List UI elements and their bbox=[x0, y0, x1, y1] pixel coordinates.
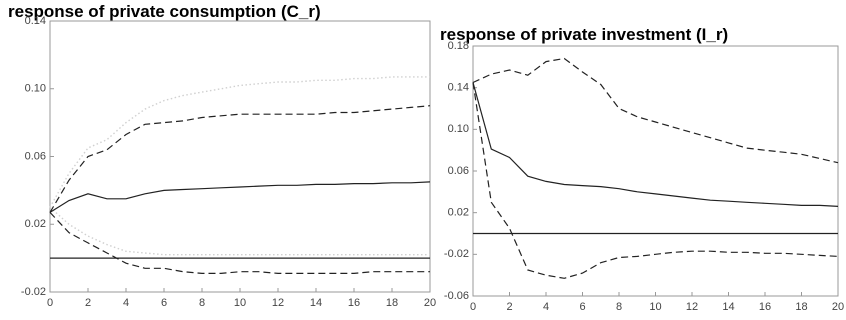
x-tick-label: 14 bbox=[722, 301, 734, 313]
x-tick-label: 16 bbox=[759, 301, 771, 313]
series-line bbox=[49, 206, 430, 256]
x-tick-label: 20 bbox=[832, 301, 844, 313]
y-tick-label: 0.06 bbox=[25, 150, 46, 162]
x-tick-label: 2 bbox=[85, 297, 91, 309]
x-tick-label: 16 bbox=[348, 297, 360, 309]
series-line bbox=[472, 82, 839, 207]
series-line bbox=[472, 57, 839, 164]
y-tick-label: 0.10 bbox=[25, 83, 46, 95]
y-tick-label: 0.14 bbox=[448, 82, 469, 94]
y-tick-label: -0.02 bbox=[444, 248, 469, 260]
y-tick-label: 0.18 bbox=[448, 40, 469, 52]
y-tick-label: 0.02 bbox=[25, 218, 46, 230]
series-line bbox=[472, 82, 839, 279]
series-line bbox=[49, 211, 430, 274]
x-tick-label: 20 bbox=[424, 297, 436, 309]
plot-frame bbox=[49, 20, 431, 293]
series-line bbox=[49, 76, 430, 208]
x-tick-label: 6 bbox=[579, 301, 585, 313]
x-tick-label: 0 bbox=[47, 297, 53, 309]
x-tick-label: 8 bbox=[616, 301, 622, 313]
y-tick-label: 0.14 bbox=[25, 15, 46, 27]
y-tick-label: 0.02 bbox=[448, 207, 469, 219]
chart-title: response of private investment (I_r) bbox=[440, 25, 728, 44]
x-tick-label: 6 bbox=[161, 297, 167, 309]
plot-frame bbox=[472, 45, 839, 297]
x-tick-label: 10 bbox=[649, 301, 661, 313]
y-tick-label: 0.10 bbox=[448, 123, 469, 135]
series-line bbox=[49, 181, 431, 213]
y-tick-label: -0.02 bbox=[21, 286, 46, 298]
x-tick-label: 10 bbox=[234, 297, 246, 309]
x-tick-label: 8 bbox=[199, 297, 205, 309]
x-tick-label: 4 bbox=[123, 297, 129, 309]
y-tick-label: -0.06 bbox=[444, 290, 469, 302]
series-line bbox=[49, 105, 431, 213]
x-tick-label: 0 bbox=[470, 301, 476, 313]
x-tick-label: 4 bbox=[543, 301, 549, 313]
x-tick-label: 12 bbox=[686, 301, 698, 313]
x-tick-label: 2 bbox=[506, 301, 512, 313]
x-tick-label: 12 bbox=[272, 297, 284, 309]
y-tick-label: 0.06 bbox=[448, 165, 469, 177]
x-tick-label: 18 bbox=[386, 297, 398, 309]
x-tick-label: 18 bbox=[795, 301, 807, 313]
chart-title: response of private consumption (C_r) bbox=[8, 2, 321, 21]
x-tick-label: 14 bbox=[310, 297, 322, 309]
